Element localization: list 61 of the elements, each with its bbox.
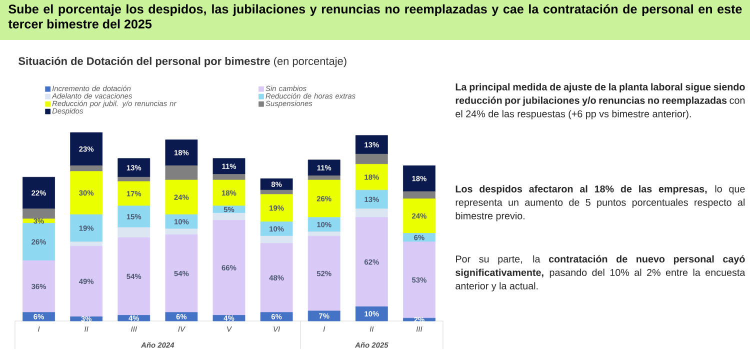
bar [403,318,436,322]
bar [165,165,198,180]
bar [165,312,198,322]
bar [212,206,246,214]
bar [165,140,198,166]
bar [355,306,388,322]
text: Los despidos afectaron al 18% de las empresas, lo que representa un aumento de 5 puntos porcentuales respecto al bimestre previo. [456,185,745,222]
bar [355,217,388,307]
bar [70,214,103,242]
chart-subtitle: Situación de Dotación del personal por bimestre (en porcentaje) [18,56,346,68]
chart-title: Sube el porcentaje los despidos, las jubilaciones y renuncias no reemplazadas y cae la contratación de personal en este tercer bimestre del 2025 [8,4,742,28]
text: La principal medida de ajuste de la planta laboral sigue siendo reducción por jubilaciones y/o renuncias no reemplazadas con el 24% de las respuestas (+6 pp vs bimestre anterior). [456,83,745,120]
bar [355,135,388,154]
bar [403,198,436,234]
bar [403,191,436,199]
bar [260,178,293,190]
bar [22,208,55,220]
bar [212,220,246,316]
bar [165,180,198,215]
bar [308,180,340,218]
bar [118,158,150,178]
bar [118,227,150,238]
bar [260,194,293,222]
bar [212,180,246,206]
bar [308,232,340,236]
bar [70,316,103,322]
bar [308,160,340,176]
bar [212,315,246,322]
bar [165,228,198,235]
bar [355,208,388,218]
bar [70,171,103,215]
bar [70,242,103,246]
bar [260,236,293,244]
bar [118,181,150,206]
bar [308,236,340,312]
bar [355,190,388,209]
bar [403,165,436,192]
bar [212,212,246,220]
bar [355,164,388,190]
bar [260,312,293,322]
bar [70,165,103,172]
bar [355,154,388,164]
bar [22,176,55,209]
bar [70,246,103,317]
bar [260,222,293,236]
bar [260,243,293,313]
bar [165,214,198,230]
bar [308,217,340,232]
bar [22,260,55,313]
bar [403,242,436,318]
text: Por su parte, la contratación de nuevo personal cayó significativamente, pasando del 10% al 2% entre la encuesta anterior y la actual. [456,255,746,292]
bar [118,315,150,322]
bar [22,222,55,261]
bar [212,174,246,180]
bar [165,234,198,313]
bar [70,132,103,166]
bar [22,312,55,322]
bar [308,310,340,322]
bar [212,158,246,174]
bar [118,237,150,316]
bar [118,206,150,228]
